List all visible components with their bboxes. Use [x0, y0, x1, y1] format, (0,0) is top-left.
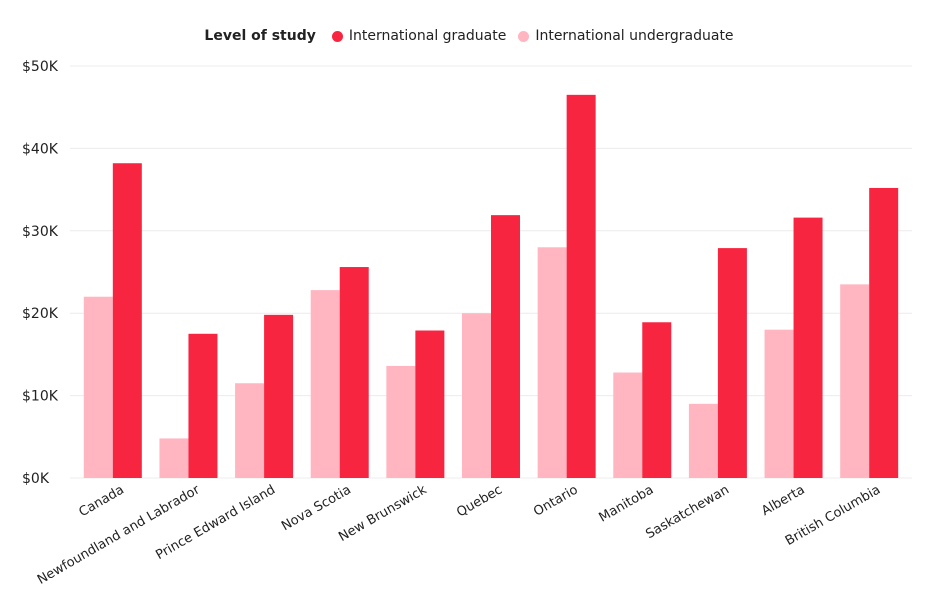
bar-undergraduate: [159, 438, 189, 478]
bar-undergraduate: [310, 290, 340, 478]
bar-undergraduate: [462, 313, 491, 478]
bar-graduate: [491, 215, 520, 479]
bar-graduate: [264, 314, 294, 478]
y-tick-label: $40K: [22, 141, 59, 157]
y-tick-label: $10K: [22, 389, 59, 405]
bars: [83, 94, 899, 479]
bar-graduate: [566, 94, 596, 478]
legend-item-undergraduate: International undergraduate: [518, 28, 734, 44]
bar-undergraduate: [235, 383, 265, 478]
legend-swatch-graduate: [331, 30, 343, 42]
bar-graduate: [717, 248, 747, 478]
bar-undergraduate: [537, 247, 567, 478]
x-tick-label: Nova Scotia: [279, 482, 354, 534]
bar-graduate: [793, 217, 823, 478]
bar-graduate: [869, 187, 899, 478]
bar-undergraduate: [613, 372, 643, 478]
bar-undergraduate: [386, 365, 416, 478]
bar-graduate: [415, 330, 445, 478]
y-tick-label: $30K: [22, 224, 59, 240]
x-tick-label: Manitoba: [597, 482, 657, 525]
bar-undergraduate: [840, 284, 870, 478]
legend: Level of study International graduate In…: [0, 28, 950, 44]
bar-undergraduate: [83, 296, 113, 478]
x-tick-label: Saskatchewan: [643, 482, 732, 542]
legend-label-undergraduate: International undergraduate: [535, 28, 734, 44]
legend-swatch-undergraduate: [518, 30, 530, 42]
bar-graduate: [188, 333, 218, 478]
legend-title: Level of study: [204, 28, 316, 44]
y-tick-label: $20K: [22, 306, 59, 322]
y-tick-label: $0K: [22, 471, 50, 487]
bar-graduate: [339, 267, 369, 478]
y-tick-label: $50K: [22, 59, 59, 75]
x-tick-label: Alberta: [759, 482, 807, 519]
bar-undergraduate: [688, 403, 718, 478]
x-tick-label: Canada: [76, 482, 126, 520]
bar-graduate: [112, 163, 142, 478]
x-tick-label: Quebec: [454, 482, 505, 520]
y-axis: $0K $10K $20K $30K $40K $50K: [22, 59, 59, 487]
bar-graduate: [642, 322, 672, 478]
x-tick-label: Ontario: [531, 482, 580, 519]
legend-item-graduate: International graduate: [331, 28, 507, 44]
bar-undergraduate: [764, 329, 794, 478]
legend-label-graduate: International graduate: [348, 28, 507, 44]
